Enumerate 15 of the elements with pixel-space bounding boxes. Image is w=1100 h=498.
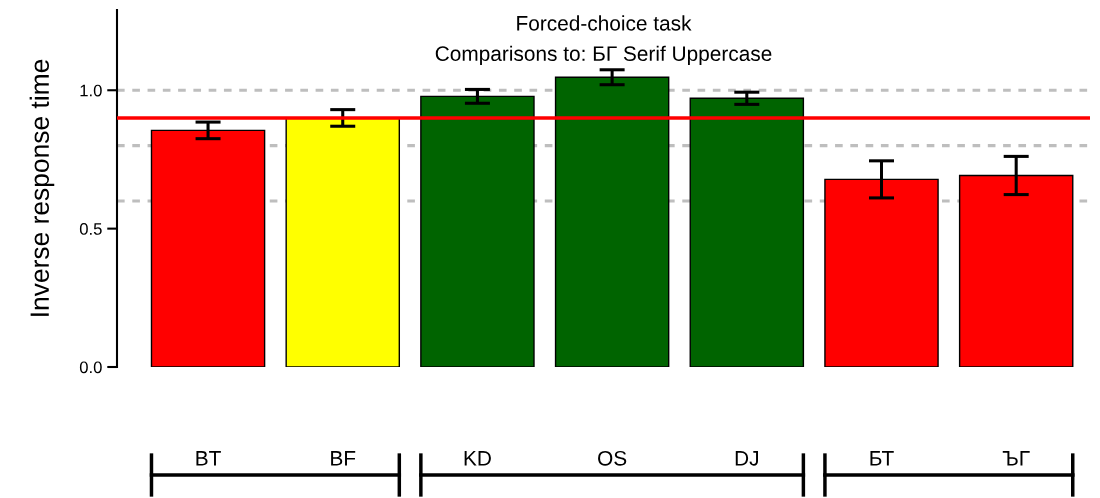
x-tick-label: KD bbox=[464, 451, 491, 466]
y-tick-label: 1.0 bbox=[80, 84, 102, 97]
y-axis-title: Inverse response time bbox=[29, 59, 55, 316]
chart-title: Forced-choice task bbox=[517, 15, 692, 31]
x-tick-label: ЪГ bbox=[1002, 451, 1030, 466]
x-tick-label: BF bbox=[331, 451, 356, 466]
x-tick-label: БТ bbox=[870, 451, 894, 466]
x-tick-label: DJ bbox=[735, 451, 758, 466]
bar bbox=[420, 95, 535, 367]
x-tick-label: OS bbox=[598, 450, 627, 466]
y-tick-label: 0.0 bbox=[79, 361, 102, 374]
bar bbox=[689, 97, 805, 367]
text: Comparisons to: БГ Serif Uppercase bbox=[435, 45, 772, 66]
x-tick-label: BT bbox=[196, 451, 221, 466]
y-tick-label: 0.5 bbox=[79, 223, 102, 235]
